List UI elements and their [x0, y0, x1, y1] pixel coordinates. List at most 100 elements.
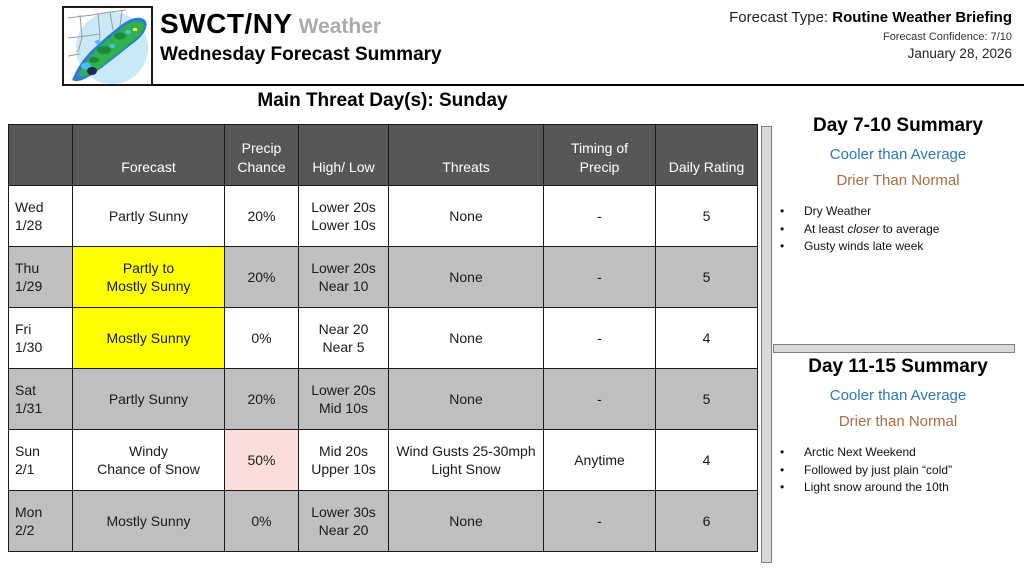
forecast-cell: Windy Chance of Snow	[72, 429, 225, 491]
day-7-10-bullets: • Dry Weather • At least closer to average •…	[778, 204, 1018, 255]
forecast-type: Forecast Type: Routine Weather Briefing	[729, 9, 1012, 26]
timing-cell: -	[543, 246, 656, 308]
threats-cell: None	[388, 490, 544, 552]
forecast-table-body: Wed 1/28 Partly Sunny 20% Lower 20s Lower 10s…	[8, 185, 758, 552]
cell-line: -	[597, 207, 602, 224]
bullet-text: Dry Weather	[804, 204, 872, 218]
cell-line: 4	[702, 329, 711, 346]
main-threat-title: Main Threat Day(s): Sunday	[257, 90, 508, 111]
day-cell: Mon 2/2	[8, 490, 73, 552]
cell-line: 2/2	[15, 522, 35, 538]
day-cell: Wed 1/28	[8, 185, 73, 247]
bullet-text: Light snow around the 10th	[804, 480, 949, 495]
threats-cell: Wind Gusts 25-30mph Light Snow	[388, 429, 544, 491]
cell-line: Windy	[129, 442, 168, 459]
forecast-cell: Partly Sunny	[72, 185, 225, 247]
day-cell: Sun 2/1	[8, 429, 73, 491]
cell-line: Lower 30s	[311, 503, 376, 520]
timing-cell: -	[543, 307, 656, 369]
cell-line: 20%	[247, 207, 276, 224]
high-low-cell: Lower 20s Lower 10s	[298, 185, 389, 247]
high-low-cell: Lower 20s Near 10	[298, 246, 389, 308]
cell-line: Partly to	[122, 259, 175, 276]
column-header: High/ Low	[298, 124, 389, 186]
bullet-icon: •	[780, 445, 785, 459]
cell-line: Lower 20s	[311, 381, 376, 398]
precip-cell: 20%	[224, 246, 299, 308]
cell-line: Fri	[15, 320, 32, 337]
cell-line: 20%	[247, 268, 276, 285]
cell-line: 1/30	[15, 339, 43, 355]
bullet-text: Arctic Next Weekend	[804, 445, 916, 459]
timing-cell: -	[543, 368, 656, 430]
table-row: Fri 1/30 Mostly Sunny 0% Near 20 Near 5 None - 4	[8, 307, 758, 369]
bullet-icon: •	[780, 480, 785, 495]
cell-line: Precip	[241, 140, 282, 157]
column-header: Precip Chance	[224, 124, 299, 186]
cell-line: 1/31	[15, 400, 43, 416]
cell-line: 6	[702, 512, 711, 529]
column-header: Daily Rating	[655, 124, 758, 186]
cell-line: 4	[702, 451, 711, 468]
table-row: Wed 1/28 Partly Sunny 20% Lower 20s Lower 10s…	[8, 185, 758, 247]
bullet-item: • At least closer to average	[778, 222, 1018, 238]
column-header: Forecast	[72, 124, 225, 186]
radar-map-logo	[62, 6, 153, 86]
table-row: Sat 1/31 Partly Sunny 20% Lower 20s Mid 10s No…	[8, 368, 758, 430]
day-11-15-title: Day 11-15 Summary	[808, 356, 988, 377]
timing-cell: -	[543, 490, 656, 552]
threats-cell: None	[388, 307, 544, 369]
cell-line: Lower 20s	[311, 259, 376, 276]
high-low-cell: Mid 20s Upper 10s	[298, 429, 389, 491]
cell-line: Light Snow	[431, 461, 501, 477]
cell-line: Timing of	[570, 140, 629, 157]
cell-line: 1/28	[15, 217, 43, 233]
bullet-item: • Gusty winds late week	[778, 239, 1018, 255]
bullet-icon: •	[780, 204, 785, 218]
brand-title: SWCT/NY Weather	[160, 8, 381, 40]
bullet-item: • Arctic Next Weekend	[778, 445, 1018, 461]
cell-line: Chance of Snow	[97, 461, 200, 477]
bullet-text: Followed by just plain “cold”	[804, 462, 953, 477]
column-header: Threats	[388, 124, 544, 186]
header-meta: Forecast Type: Routine Weather Briefing …	[729, 9, 1012, 61]
bullet-item: • Dry Weather	[778, 204, 1018, 220]
header-divider	[153, 84, 1024, 86]
cell-line: -	[597, 512, 602, 529]
table-row: Thu 1/29 Partly to Mostly Sunny 20% Lower 20s…	[8, 246, 758, 308]
bullet-item: • Light snow around the 10th	[778, 480, 1018, 496]
cell-line: Threats	[442, 158, 490, 175]
rating-cell: 6	[655, 490, 758, 552]
cell-line: Mid 10s	[318, 400, 369, 416]
rating-cell: 5	[655, 185, 758, 247]
cell-line: None	[449, 390, 483, 407]
high-low-cell: Lower 20s Mid 10s	[298, 368, 389, 430]
cell-line: None	[449, 207, 483, 224]
cell-line: 0%	[251, 329, 272, 346]
page-title: Wednesday Forecast Summary	[160, 44, 442, 65]
day-11-15-temp-outlook: Cooler than Average	[829, 387, 967, 404]
forecast-table: Forecast Precip Chance High/ Low Threats Timi…	[8, 124, 758, 552]
bullet-text: Gusty winds late week	[804, 239, 924, 254]
brand-suffix: Weather	[298, 15, 382, 38]
cell-line: Daily Rating	[668, 158, 745, 175]
bullet-icon: •	[780, 221, 785, 236]
cell-line: Wind Gusts 25-30mph	[396, 442, 536, 459]
precip-cell: 0%	[224, 490, 299, 552]
threats-cell: None	[388, 185, 544, 247]
radar-map-image	[64, 8, 151, 84]
cell-line: Mostly Sunny	[106, 512, 191, 529]
forecast-grid: Forecast Precip Chance High/ Low Threats Timi…	[8, 124, 758, 552]
bullet-icon: •	[780, 239, 785, 254]
cell-line: 20%	[247, 390, 276, 407]
cell-line: Thu	[15, 259, 40, 276]
cell-line: -	[597, 329, 602, 346]
day-11-15-precip-outlook: Drier than Normal	[838, 413, 958, 430]
cell-line: High/ Low	[312, 158, 375, 175]
cell-line: Forecast	[121, 158, 176, 175]
cell-line: Lower 10s	[311, 217, 376, 233]
precip-cell: 50%	[224, 429, 299, 491]
cell-line: Chance	[237, 158, 286, 175]
rating-cell: 5	[655, 246, 758, 308]
high-low-cell: Near 20 Near 5	[298, 307, 389, 369]
